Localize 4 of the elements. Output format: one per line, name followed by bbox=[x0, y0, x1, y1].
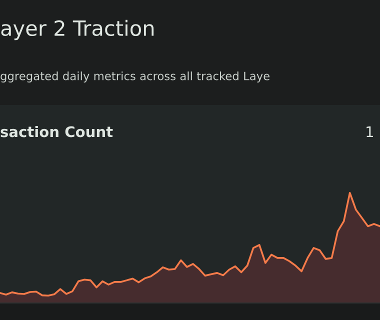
text: 1 bbox=[366, 126, 373, 138]
chart-subtitle: ggregated daily metrics across all tracked Laye bbox=[0, 71, 270, 83]
chart-title: ayer 2 Traction bbox=[1, 20, 154, 40]
text: saction Count bbox=[0, 126, 113, 138]
